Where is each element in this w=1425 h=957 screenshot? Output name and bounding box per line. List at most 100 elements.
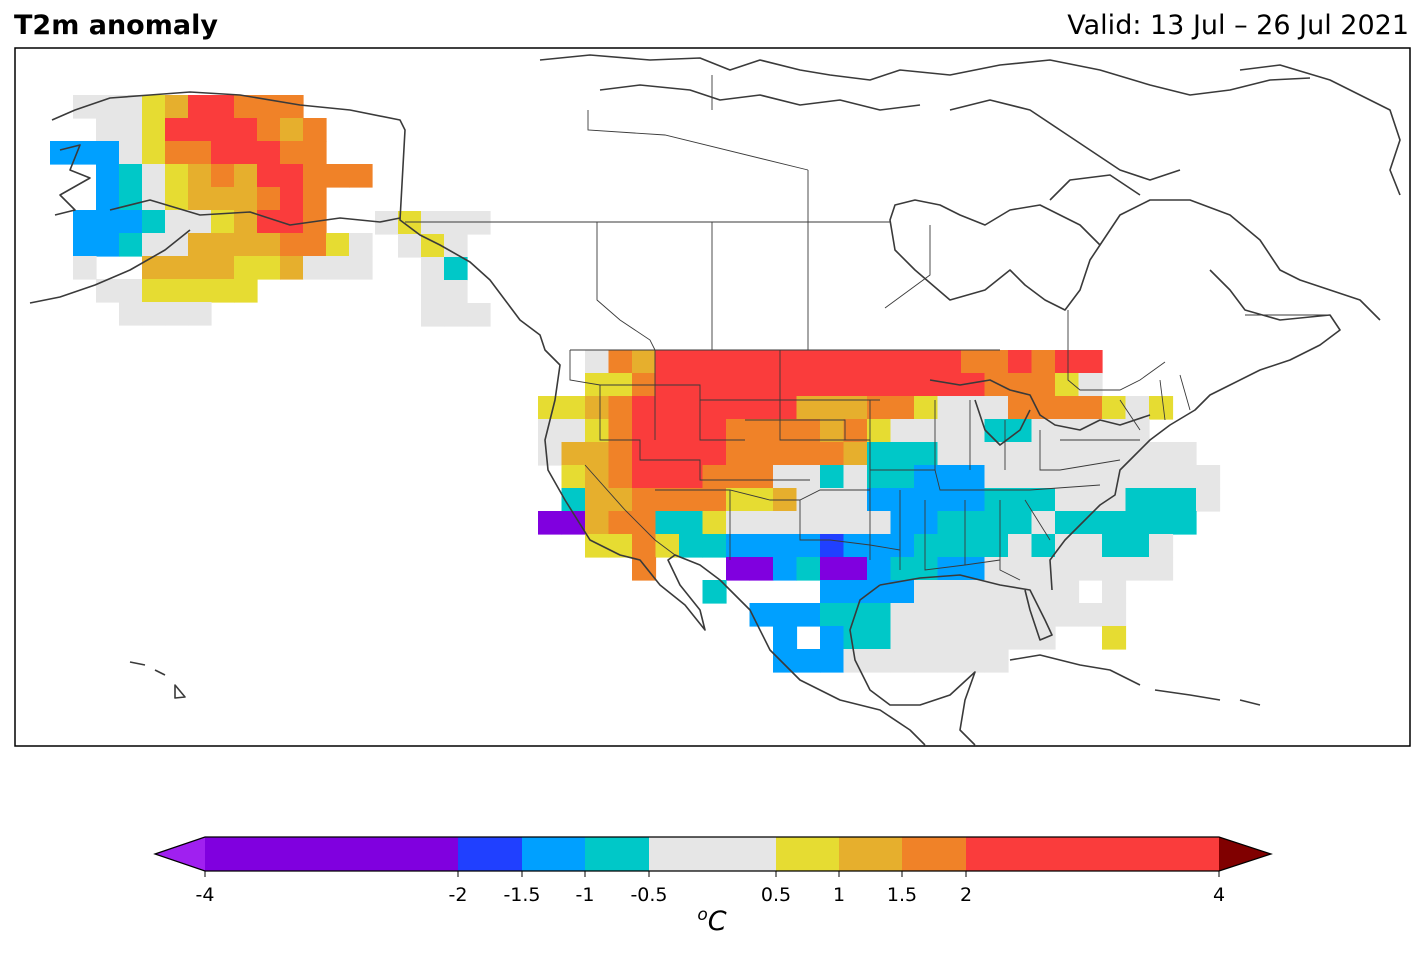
anomaly-cell: [234, 279, 258, 303]
anomaly-cell: [702, 534, 727, 558]
anomaly-cell: [820, 396, 845, 420]
anomaly-cell: [773, 465, 798, 489]
anomaly-cell: [398, 234, 422, 258]
anomaly-cell: [280, 210, 304, 234]
anomaly-cell: [702, 488, 727, 512]
anomaly-cell: [1125, 419, 1150, 443]
colorbar-extend-low: [155, 837, 205, 871]
anomaly-cell: [890, 488, 915, 512]
anomaly-cell: [1149, 557, 1174, 581]
anomaly-cell: [188, 233, 212, 257]
anomaly-cell: [257, 256, 281, 280]
anomaly-cell: [726, 511, 751, 535]
anomaly-cell: [749, 419, 774, 443]
anomaly-cell: [608, 350, 633, 374]
anomaly-cell: [843, 511, 868, 535]
anomaly-cell: [1008, 534, 1033, 558]
anomaly-cell: [679, 465, 704, 489]
anomaly-cell: [796, 488, 821, 512]
anomaly-cell: [702, 373, 727, 397]
anomaly-cell: [702, 442, 727, 466]
anomaly-cell: [444, 257, 468, 281]
anomaly-cell: [119, 210, 143, 234]
anomaly-cell: [326, 233, 350, 257]
anomaly-cell: [914, 557, 939, 581]
anomaly-cell: [1078, 534, 1103, 558]
anomaly-cell: [961, 465, 986, 489]
anomaly-cell: [679, 396, 704, 420]
anomaly-cell: [1055, 580, 1080, 604]
anomaly-cell: [444, 211, 468, 235]
anomaly-cell: [188, 187, 212, 211]
anomaly-cell: [1078, 465, 1103, 489]
colorbar-segment: [585, 837, 649, 871]
colorbar-tick-label: -2: [449, 884, 468, 906]
anomaly-cell: [749, 488, 774, 512]
anomaly-cell: [937, 373, 962, 397]
anomaly-cell: [165, 302, 189, 326]
anomaly-cell: [820, 603, 845, 627]
colorbar-tick-label: 2: [960, 884, 972, 906]
anomaly-cell: [984, 465, 1009, 489]
anomaly-cell: [961, 534, 986, 558]
anomaly-cell: [119, 95, 143, 119]
anomaly-cell: [867, 442, 892, 466]
anomaly-cell: [984, 396, 1009, 420]
anomaly-cell: [1125, 465, 1150, 489]
anomaly-cell: [257, 141, 281, 165]
colorbar-tick-label: -1.5: [503, 884, 540, 906]
anomaly-cell: [1102, 557, 1127, 581]
anomaly-cell: [632, 396, 657, 420]
anomaly-cell: [349, 233, 373, 257]
anomaly-cell: [726, 465, 751, 489]
anomaly-cell: [726, 373, 751, 397]
anomaly-cell: [1031, 373, 1056, 397]
anomaly-cell: [1102, 442, 1127, 466]
anomaly-cell: [585, 465, 610, 489]
anomaly-cell: [843, 419, 868, 443]
anomaly-cell: [608, 534, 633, 558]
anomaly-cell: [867, 557, 892, 581]
anomaly-cell: [234, 164, 258, 188]
anomaly-cell: [1102, 419, 1127, 443]
anomaly-cell: [796, 373, 821, 397]
anomaly-cell: [796, 649, 821, 673]
anomaly-cell: [820, 626, 845, 650]
anomaly-cell: [211, 118, 235, 142]
anomaly-cell: [119, 118, 143, 142]
anomaly-cell: [1149, 488, 1174, 512]
anomaly-cell: [1055, 488, 1080, 512]
colorbar-segment: [205, 837, 458, 871]
anomaly-cell: [679, 534, 704, 558]
anomaly-cell: [142, 187, 166, 211]
anomaly-cell: [726, 350, 751, 374]
anomaly-cell: [50, 141, 74, 165]
anomaly-cell: [726, 442, 751, 466]
anomaly-cell: [961, 511, 986, 535]
anomaly-cell: [749, 511, 774, 535]
anomaly-cell: [96, 210, 120, 234]
anomaly-cell: [749, 350, 774, 374]
anomaly-cell: [984, 442, 1009, 466]
anomaly-cell: [937, 465, 962, 489]
anomaly-cell: [349, 164, 373, 188]
anomaly-cell: [1196, 465, 1221, 489]
anomaly-cell: [538, 396, 563, 420]
anomaly-cell: [890, 580, 915, 604]
anomaly-cell: [984, 488, 1009, 512]
anomaly-cell: [890, 534, 915, 558]
anomaly-cell: [165, 164, 189, 188]
anomaly-cell: [867, 373, 892, 397]
anomaly-cell: [867, 626, 892, 650]
anomaly-cell: [773, 626, 798, 650]
anomaly-cell: [867, 580, 892, 604]
anomaly-cell: [421, 257, 445, 281]
anomaly-cell: [843, 373, 868, 397]
anomaly-cell: [1078, 396, 1103, 420]
anomaly-cell: [632, 350, 657, 374]
anomaly-cell: [1008, 465, 1033, 489]
colorbar-segment: [902, 837, 966, 871]
anomaly-cell: [119, 279, 143, 303]
colorbar-tick-label: -1: [576, 884, 595, 906]
